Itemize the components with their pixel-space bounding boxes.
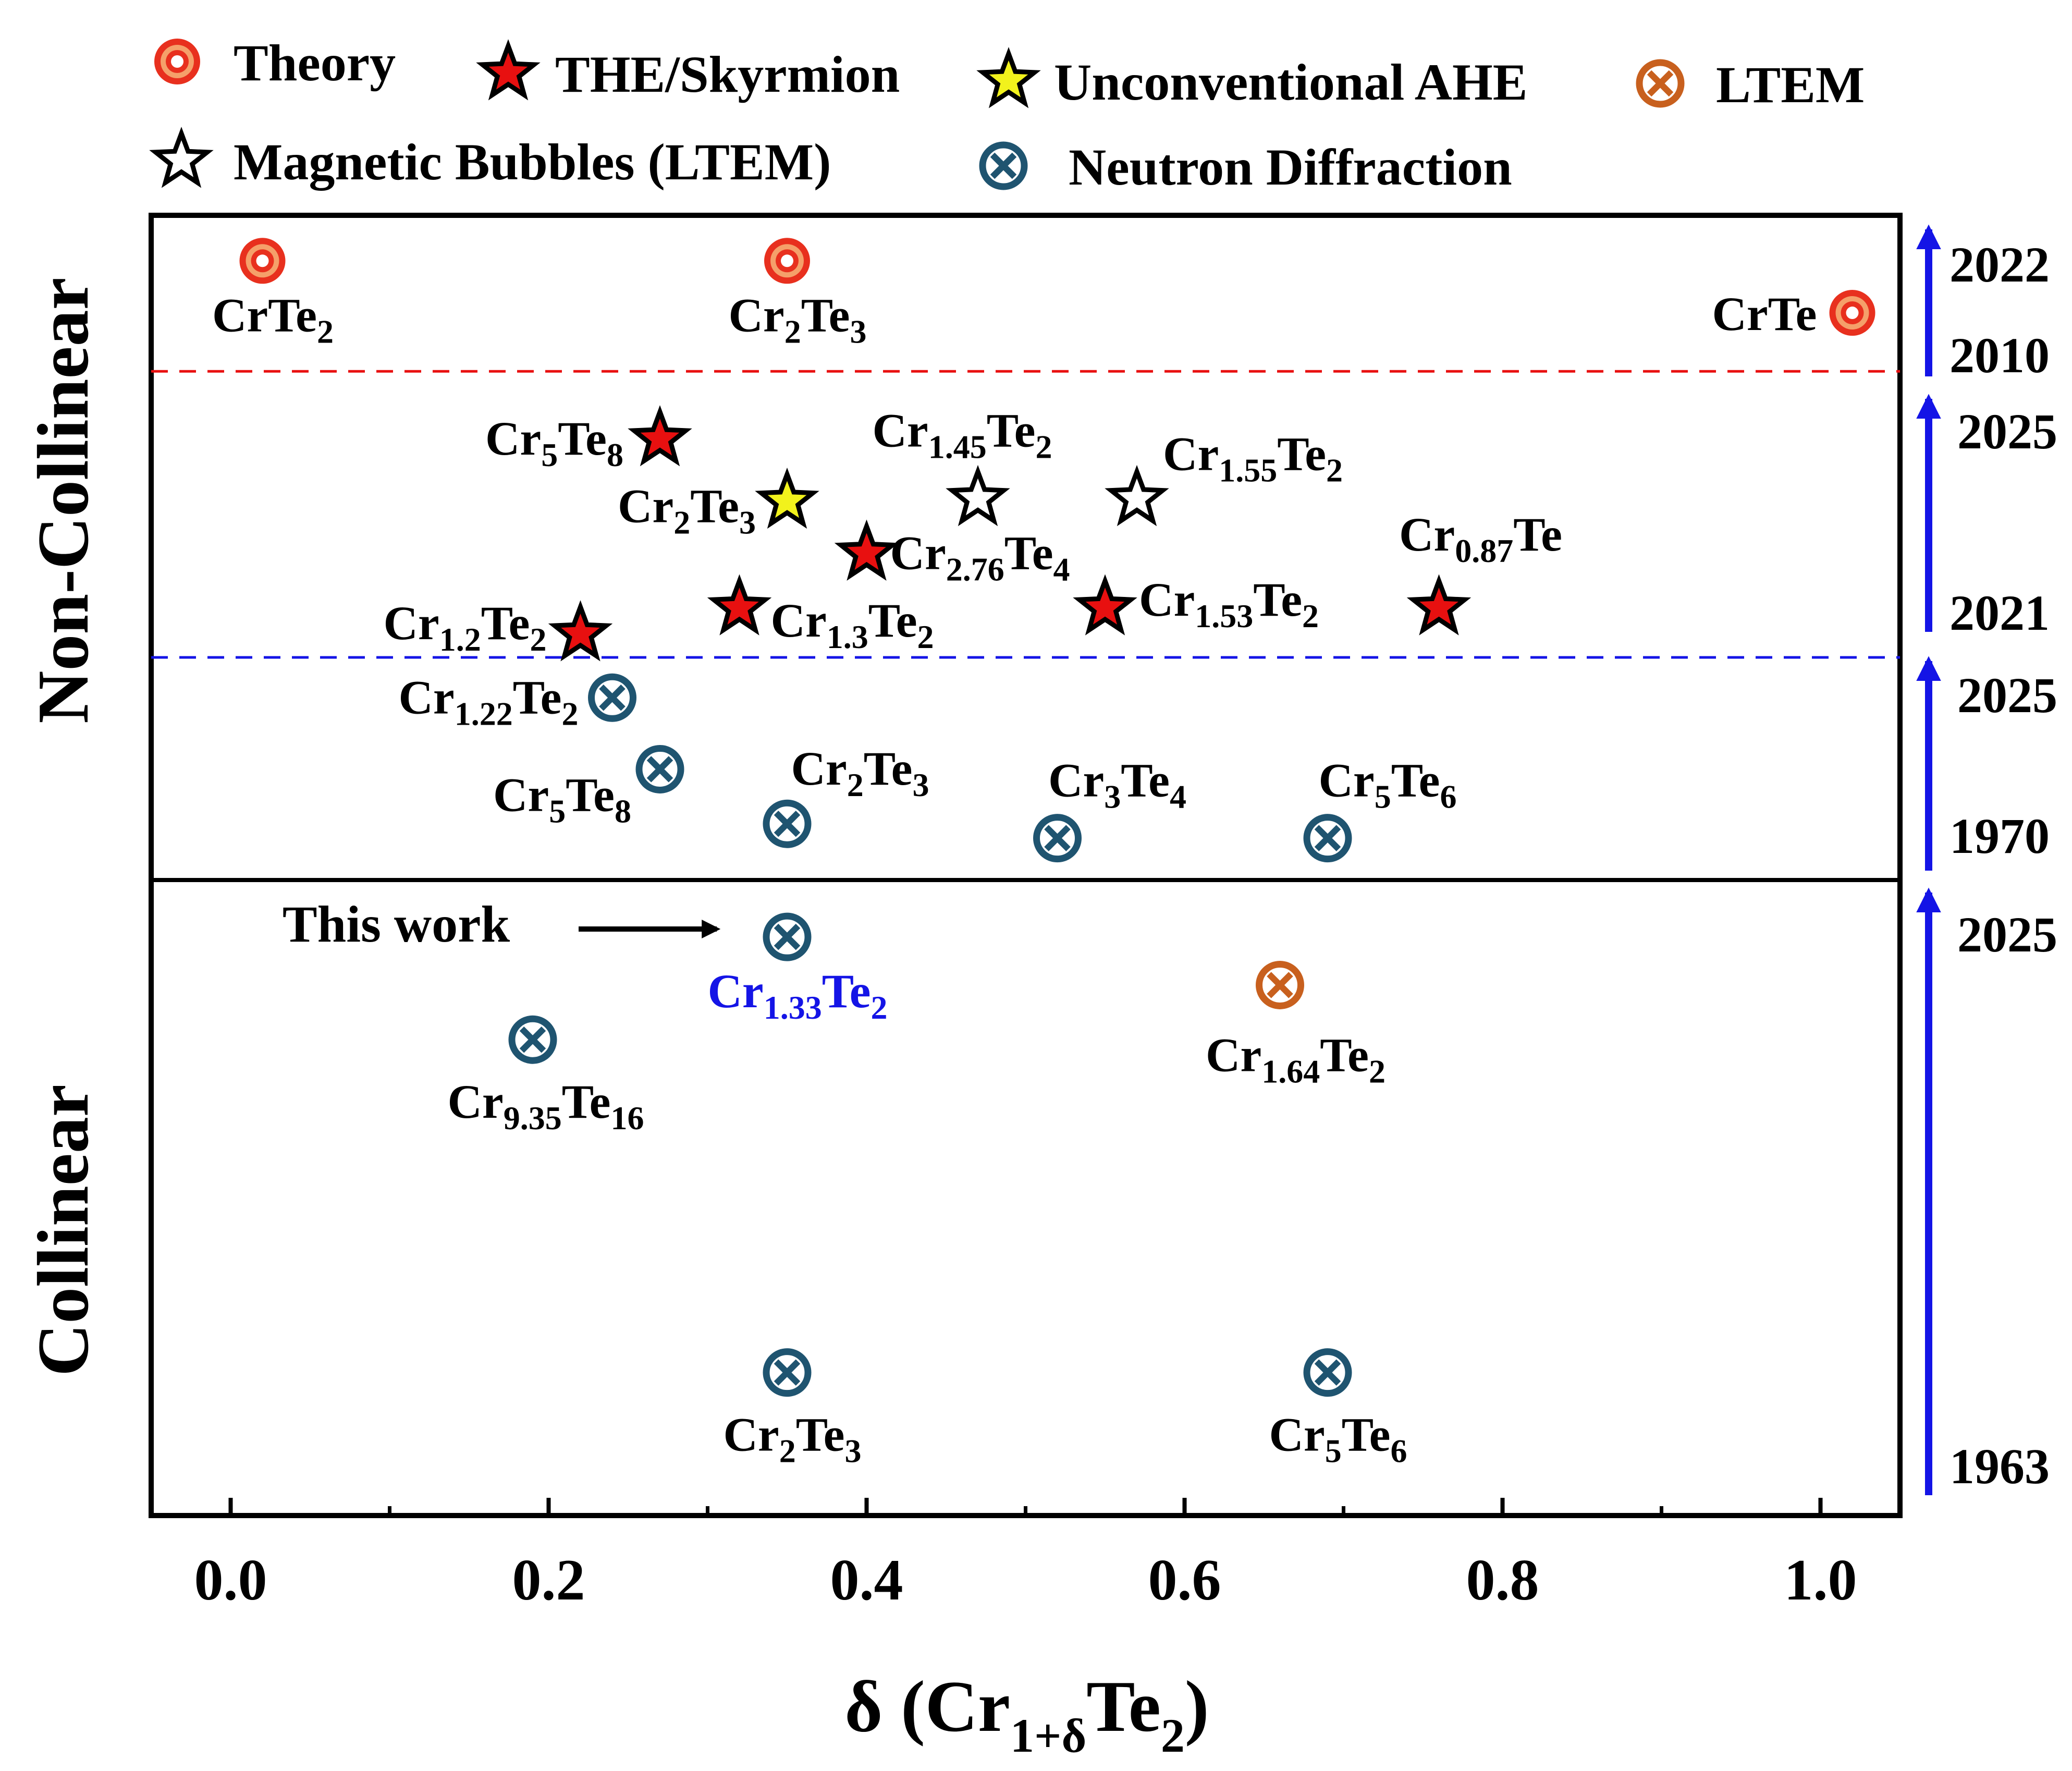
point-label: Cr2Te3 [728, 288, 866, 350]
legend-item-theory: Theory [154, 34, 396, 92]
point-label: Cr1.2Te2 [383, 596, 546, 658]
x-tick-label: 0.0 [194, 1548, 267, 1613]
point-label: Cr1.55Te2 [1163, 428, 1343, 489]
point-label: Cr1.22Te2 [398, 670, 578, 732]
legend-marker-ltem [1636, 59, 1685, 108]
x-axis: 0.0 0.2 0.4 0.6 0.8 1.0 δ (Cr1+δTe2) [194, 1498, 1857, 1762]
point-label: Cr1.64Te2 [1206, 1028, 1386, 1090]
point-the [707, 574, 772, 636]
point-neutron [763, 1348, 812, 1397]
point-neutron [588, 673, 636, 722]
point-label: Cr1.33Te2 [707, 964, 887, 1026]
point-the [834, 519, 899, 581]
point-label: Cr2Te3 [618, 480, 756, 541]
this-work-label: This work [283, 895, 510, 953]
point-label: Cr2.76Te4 [890, 526, 1070, 588]
point-the [628, 405, 692, 467]
timeline-year-label: 1963 [1950, 1438, 2050, 1494]
timeline-year-label: 2021 [1950, 585, 2050, 641]
point-label: Cr2Te3 [723, 1408, 861, 1470]
timeline-year-label: 1970 [1950, 808, 2050, 864]
legend-item-bubbles: Magnetic Bubbles (LTEM) [149, 127, 831, 191]
point-ltem [1256, 960, 1304, 1009]
point-neutron [635, 744, 684, 793]
legend-marker-bubbles [149, 127, 214, 188]
point-neutron [1303, 814, 1352, 863]
point-label: Cr2Te3 [791, 742, 929, 803]
point-bubbles [1105, 465, 1169, 527]
legend-marker-theory [154, 39, 200, 84]
legend-marker-the [476, 39, 541, 101]
point-neutron [763, 799, 812, 848]
point-label: CrTe2 [212, 288, 334, 350]
point-the [548, 600, 613, 662]
point-the [1406, 574, 1472, 636]
point-label: Cr5Te6 [1318, 754, 1456, 815]
legend-label-ltem: LTEM [1716, 56, 1865, 114]
point-ahe [755, 467, 819, 529]
legend-item-ahe: Unconventional AHE [976, 47, 1528, 111]
region-label-collinear: Collinear [23, 1084, 104, 1376]
data-points [239, 238, 1875, 1397]
legend-label-theory: Theory [234, 34, 396, 92]
x-tick-label: 0.8 [1466, 1548, 1539, 1613]
timeline-year-label: 2025 [1957, 404, 2057, 459]
legend: Theory THE/Skyrmion Unconventional AHE LTEM… [149, 34, 1865, 196]
x-tick-label: 0.6 [1148, 1548, 1221, 1613]
timeline-year-label: 2025 [1957, 907, 2057, 962]
point-label: Cr3Te4 [1048, 754, 1186, 815]
point-label: Cr1.53Te2 [1139, 573, 1319, 634]
point-label: CrTe [1712, 287, 1817, 340]
point-theory [764, 238, 810, 284]
timeline: 2022 2010 2025 2021 2025 1970 2025 1963 [1916, 224, 2057, 1495]
x-tick-label: 1.0 [1784, 1548, 1857, 1613]
point-neutron [1303, 1348, 1352, 1397]
legend-item-ltem: LTEM [1636, 56, 1865, 114]
legend-label-ahe: Unconventional AHE [1054, 53, 1528, 111]
point-the [1073, 574, 1137, 636]
point-label: Cr5Te8 [493, 768, 631, 829]
point-label: Cr9.35Te16 [447, 1075, 644, 1137]
point-label: Cr0.87Te [1399, 508, 1562, 569]
legend-label-neutron: Neutron Diffraction [1069, 138, 1512, 196]
legend-marker-neutron [979, 141, 1028, 190]
point-label: Cr1.45Te2 [872, 404, 1052, 466]
x-axis-label: δ (Cr1+δTe2) [844, 1666, 1209, 1762]
legend-marker-ahe [976, 47, 1041, 108]
region-label-noncollinear: Non-Collinear [23, 277, 104, 724]
point-neutron [1033, 814, 1082, 863]
region-labels: Non-Collinear Collinear [23, 277, 104, 1376]
point-theory [239, 238, 286, 284]
divider-lines [151, 370, 1900, 659]
point-neutron [763, 912, 812, 961]
x-tick-label: 0.4 [830, 1548, 903, 1613]
point-bubbles [946, 465, 1010, 527]
legend-label-bubbles: Magnetic Bubbles (LTEM) [234, 133, 831, 191]
timeline-year-label: 2025 [1957, 667, 2057, 723]
point-label: Cr1.3Te2 [771, 594, 934, 655]
timeline-year-label: 2010 [1950, 327, 2050, 383]
legend-label-the: THE/Skyrmion [555, 45, 900, 103]
timeline-year-label: 2022 [1950, 237, 2050, 292]
point-theory [1829, 290, 1875, 336]
legend-item-the: THE/Skyrmion [476, 39, 900, 103]
point-neutron [508, 1015, 557, 1064]
point-label: Cr5Te8 [485, 412, 623, 473]
annotation: This work [283, 895, 721, 953]
point-label: Cr5Te6 [1269, 1408, 1407, 1470]
x-tick-label: 0.2 [512, 1548, 585, 1613]
legend-item-neutron: Neutron Diffraction [979, 138, 1512, 196]
